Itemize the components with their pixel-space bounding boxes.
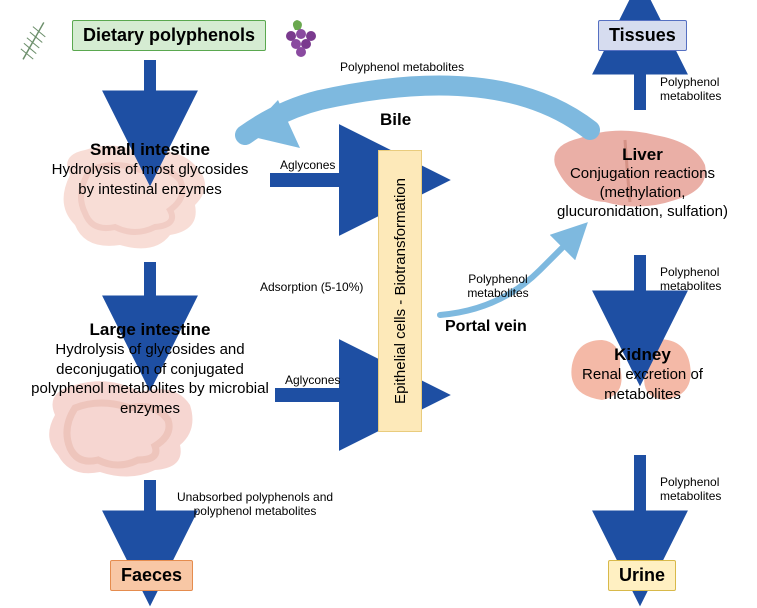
urine-box: Urine [608,560,676,591]
dietary-polyphenols-label: Dietary polyphenols [83,25,255,45]
dietary-polyphenols-box: Dietary polyphenols [72,20,266,51]
kidney-text: Kidney Renal excretion of metabolites [560,345,725,404]
adsorption-text: Adsorption (5-10%) [260,280,363,294]
epithelial-label: Epithelial cells - Biotransformation [392,178,409,404]
liver-text: Liver Conjugation reactions (methylation… [555,145,730,221]
unabsorbed-text: Unabsorbed polyphenols and polyphenol me… [165,490,345,519]
faeces-box: Faeces [110,560,193,591]
kidney-to-urine-text: Polyphenol metabolites [660,475,740,504]
kidney-title: Kidney [560,345,725,365]
large-intestine-title: Large intestine [30,320,270,340]
portal-vein-metabolites-text: Polyphenol metabolites [458,272,538,301]
large-intestine-text: Large intestine Hydrolysis of glycosides… [30,320,270,418]
grapes-icon [286,20,316,57]
tissues-box: Tissues [598,20,687,51]
rosemary-icon [19,19,48,62]
small-intestine-subtitle: Hydrolysis of most glycosides by intesti… [45,160,255,199]
bile-label: Bile [380,110,411,130]
tissues-arrow-text: Polyphenol metabolites [660,75,740,104]
small-intestine-text: Small intestine Hydrolysis of most glyco… [45,140,255,199]
liver-subtitle: Conjugation reactions (methylation, gluc… [555,165,730,221]
kidney-subtitle: Renal excretion of metabolites [560,365,725,404]
large-intestine-subtitle: Hydrolysis of glycosides and deconjugati… [30,340,270,418]
small-intestine-title: Small intestine [45,140,255,160]
liver-to-kidney-text: Polyphenol metabolites [660,265,740,294]
portal-vein-label: Portal vein [445,318,527,336]
liver-title: Liver [555,145,730,165]
epithelial-box: Epithelial cells - Biotransformation [378,150,422,432]
bile-arrow [245,85,590,148]
faeces-label: Faeces [121,565,182,585]
urine-label: Urine [619,565,665,585]
bile-metabolites-text: Polyphenol metabolites [340,60,464,74]
aglycones-top-text: Aglycones [280,158,335,172]
aglycones-bottom-text: Aglycones [285,373,340,387]
tissues-label: Tissues [609,25,676,45]
